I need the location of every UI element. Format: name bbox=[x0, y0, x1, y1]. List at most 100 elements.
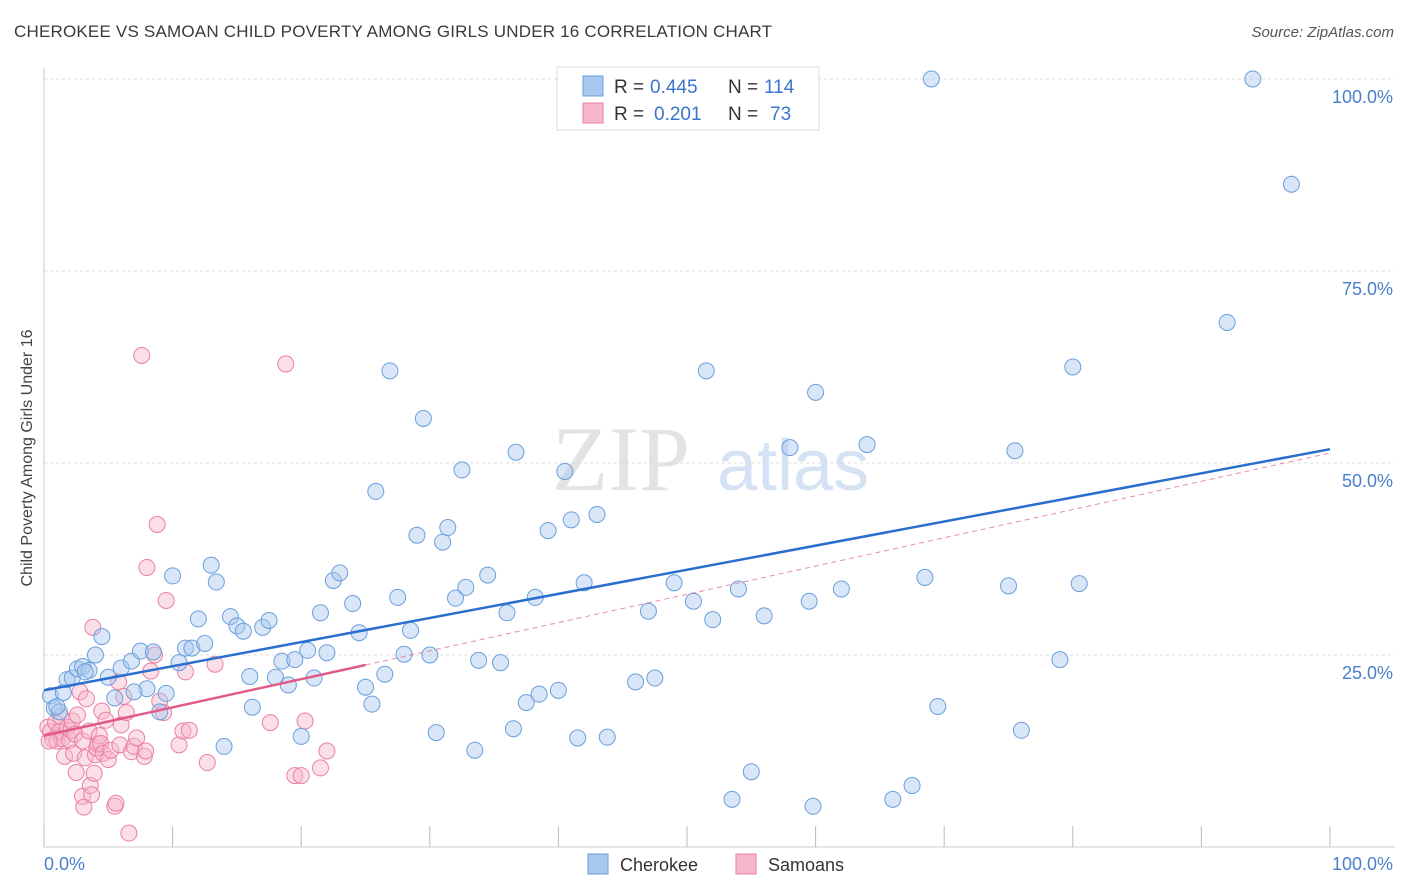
cherokee-point bbox=[723, 790, 741, 808]
watermark-atlas: atlas bbox=[717, 426, 869, 506]
legend-r-value-samoans: 0.201 bbox=[654, 104, 702, 125]
cherokee-point bbox=[556, 462, 574, 480]
cherokee-point bbox=[207, 573, 225, 591]
samoans-point bbox=[85, 764, 103, 782]
cherokee-point bbox=[549, 681, 567, 699]
cherokee-point bbox=[86, 646, 104, 664]
y-tick-label: 75.0% bbox=[1342, 279, 1393, 299]
samoans-point bbox=[115, 687, 133, 705]
cherokee-trend-line bbox=[43, 447, 1331, 692]
samoans-point bbox=[296, 712, 314, 730]
cherokee-point bbox=[286, 651, 304, 669]
samoans-point bbox=[170, 736, 188, 754]
legend-swatch-cherokee bbox=[582, 75, 604, 97]
cherokee-point bbox=[479, 566, 497, 584]
cherokee-point bbox=[125, 683, 143, 701]
cherokee-point bbox=[800, 592, 818, 610]
y-tick-label: 100.0% bbox=[1332, 87, 1393, 107]
legend-n-label-cherokee: N = bbox=[728, 77, 758, 98]
cherokee-point bbox=[196, 634, 214, 652]
y-tick-label: 50.0% bbox=[1342, 471, 1393, 491]
legend-swatch-samoans bbox=[582, 102, 604, 124]
y-tick-label: 25.0% bbox=[1342, 663, 1393, 683]
cherokee-point bbox=[402, 621, 420, 639]
cherokee-point bbox=[363, 695, 381, 713]
source-credit: Source: ZipAtlas.com bbox=[1251, 24, 1394, 41]
samoans-point bbox=[286, 767, 304, 785]
cherokee-point bbox=[1282, 175, 1300, 193]
cherokee-point bbox=[170, 654, 188, 672]
cherokee-point bbox=[376, 665, 394, 683]
cherokee-point bbox=[389, 588, 407, 606]
cherokee-point bbox=[704, 611, 722, 629]
cherokee-point bbox=[453, 461, 471, 479]
bottom-legend-label-cherokee: Cherokee bbox=[620, 855, 698, 875]
cherokee-point bbox=[414, 409, 432, 427]
cherokee-point bbox=[1006, 442, 1024, 460]
watermark-zip: ZIP bbox=[552, 408, 690, 510]
cherokee-point bbox=[646, 669, 664, 687]
bottom-legend-swatch-cherokee bbox=[587, 853, 609, 875]
cherokee-point bbox=[665, 574, 683, 592]
legend-r-label-samoans: R = bbox=[614, 104, 644, 125]
cherokee-point bbox=[492, 654, 510, 672]
trend-lines bbox=[43, 447, 1331, 737]
cherokee-point bbox=[76, 663, 94, 681]
cherokee-point bbox=[903, 777, 921, 795]
cherokee-point bbox=[627, 673, 645, 691]
axes bbox=[43, 68, 1395, 848]
cherokee-point bbox=[639, 602, 657, 620]
legend-r-value-cherokee: 0.445 bbox=[650, 77, 698, 98]
cherokee-point bbox=[922, 70, 940, 88]
samoans-point bbox=[56, 747, 74, 765]
samoans-point bbox=[180, 721, 198, 739]
samoans-point bbox=[40, 732, 58, 750]
cherokee-point bbox=[575, 574, 593, 592]
samoans-point bbox=[198, 754, 216, 772]
samoans-point bbox=[107, 794, 125, 812]
cherokee-point bbox=[569, 729, 587, 747]
cherokee-point bbox=[1012, 721, 1030, 739]
samoans-point bbox=[137, 742, 155, 760]
cherokee-point bbox=[1064, 358, 1082, 376]
cherokee-point bbox=[439, 519, 457, 537]
cherokee-point bbox=[729, 580, 747, 598]
cherokee-point bbox=[241, 668, 259, 686]
cherokee-point bbox=[466, 741, 484, 759]
samoans-point bbox=[157, 591, 175, 609]
cherokee-point bbox=[1244, 70, 1262, 88]
samoans-point bbox=[133, 346, 151, 364]
cherokee-point bbox=[243, 698, 261, 716]
cherokee-point bbox=[318, 644, 336, 662]
cherokee-point bbox=[234, 622, 252, 640]
cherokee-point bbox=[357, 678, 374, 696]
cherokee-point bbox=[517, 694, 535, 712]
cherokee-points bbox=[41, 70, 1300, 815]
cherokee-point bbox=[447, 589, 465, 607]
x-tick-label: 100.0% bbox=[1332, 854, 1393, 874]
cherokee-point bbox=[189, 610, 207, 628]
cherokee-point bbox=[138, 680, 156, 698]
cherokee-point bbox=[530, 685, 548, 703]
cherokee-point bbox=[311, 604, 329, 622]
cherokee-point bbox=[367, 482, 385, 500]
cherokee-point bbox=[697, 362, 715, 380]
cherokee-point bbox=[254, 618, 272, 636]
samoans-point bbox=[318, 742, 336, 760]
samoans-point bbox=[174, 722, 192, 740]
cherokee-point bbox=[381, 362, 399, 380]
cherokee-point bbox=[164, 567, 182, 585]
cherokee-point bbox=[421, 646, 439, 664]
samoans-point bbox=[77, 690, 95, 708]
cherokee-point bbox=[279, 676, 297, 694]
samoans-point bbox=[75, 798, 93, 816]
cherokee-point bbox=[929, 697, 947, 715]
samoans-point bbox=[83, 786, 101, 804]
cherokee-point bbox=[434, 533, 452, 551]
cherokee-point bbox=[215, 737, 233, 755]
cherokee-point bbox=[781, 439, 799, 457]
cherokee-point bbox=[916, 568, 934, 586]
cherokee-point bbox=[562, 511, 580, 529]
cherokee-point bbox=[202, 556, 220, 574]
